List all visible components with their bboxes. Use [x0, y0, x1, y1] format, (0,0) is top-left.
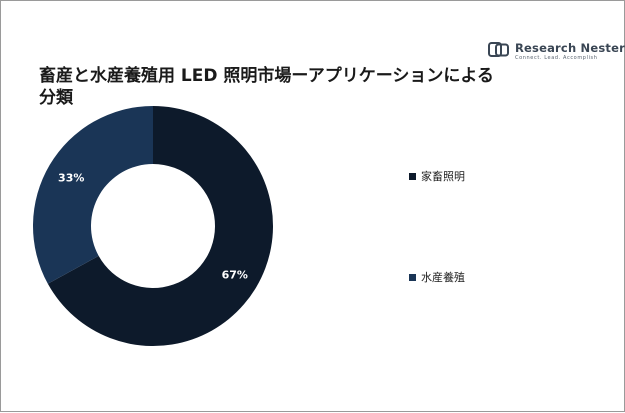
data-label-1: 67% — [222, 268, 248, 281]
chart-title: 畜産と水産養殖用 LED 照明市場ーアプリケーションによる分類 — [39, 66, 494, 108]
legend-swatch-2 — [409, 274, 416, 281]
donut-slice-2 — [32, 106, 153, 284]
brand-tagline: Connect. Lead. Accomplish — [515, 55, 598, 61]
brand-name: Research Nester — [515, 41, 625, 55]
data-label-2: 33% — [58, 172, 84, 185]
donut-slice-1 — [47, 106, 273, 347]
legend-label-1: 家畜照明 — [421, 170, 465, 183]
legend-swatch-1 — [409, 173, 416, 180]
donut-chart: 67% 33% — [32, 106, 273, 347]
legend-label-2: 水産養殖 — [421, 271, 465, 284]
brand-logo: Research Nester Connect. Lead. Accomplis… — [488, 41, 625, 65]
research-nester-logo-icon — [488, 42, 509, 57]
